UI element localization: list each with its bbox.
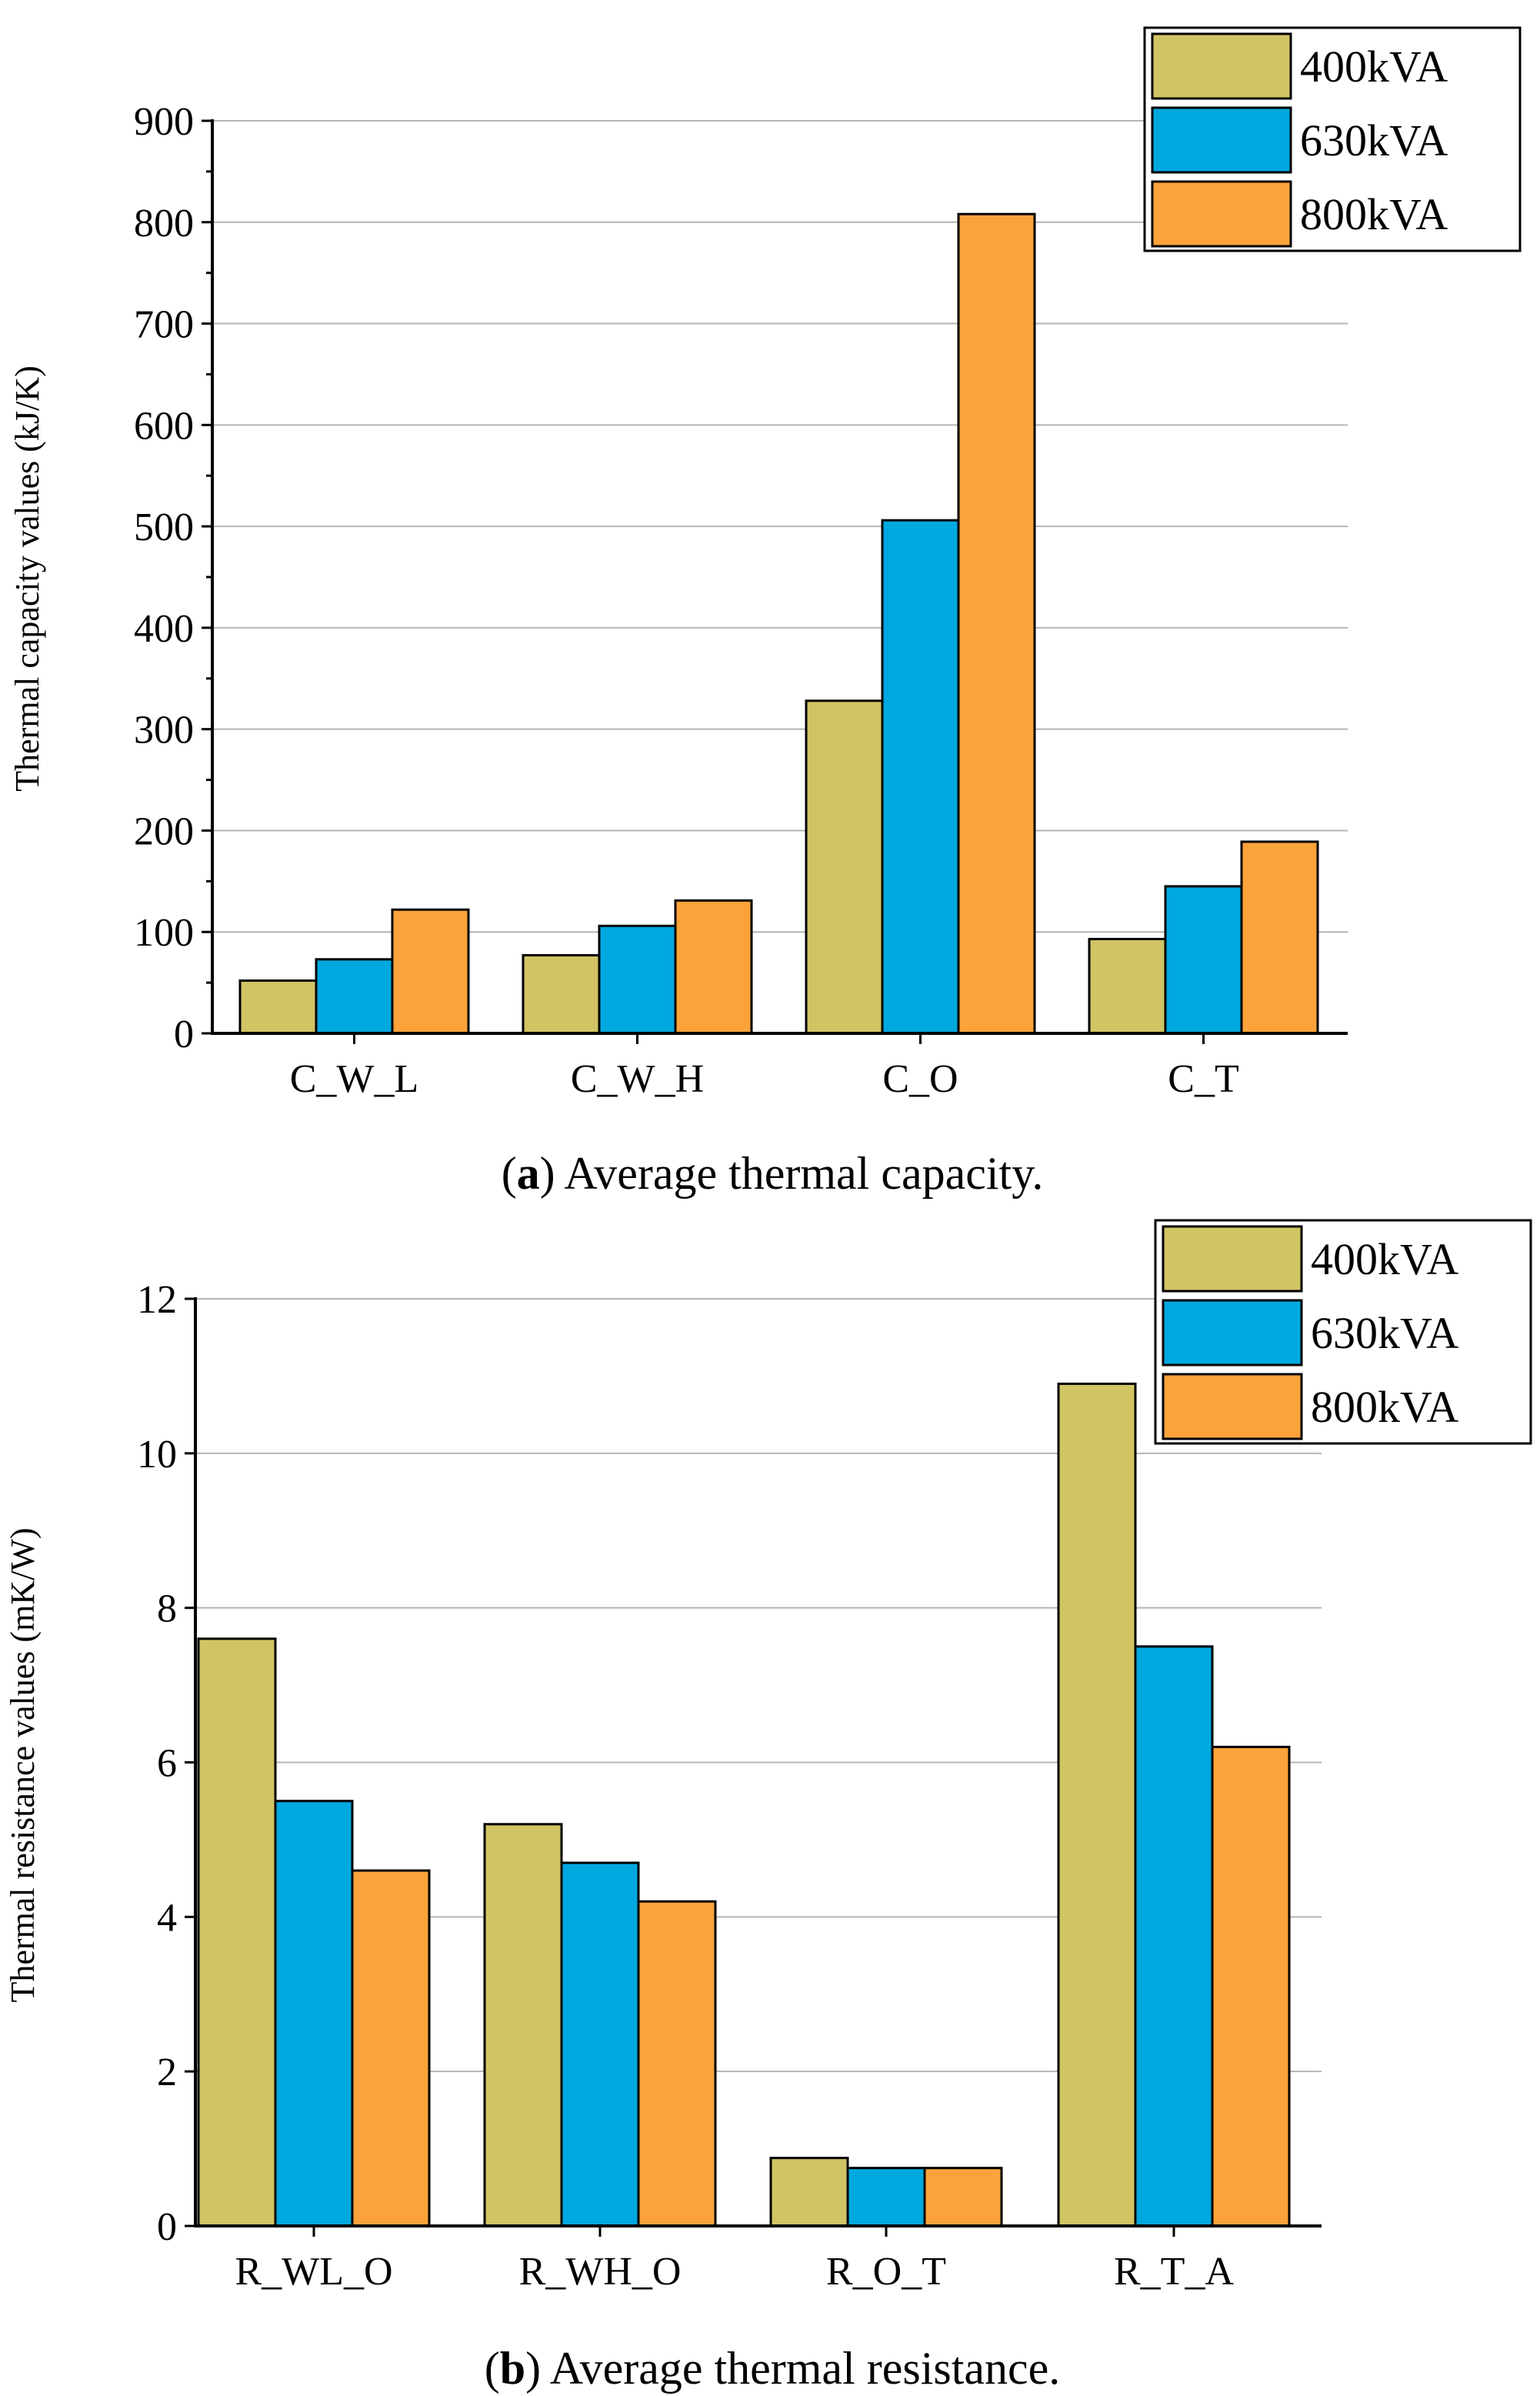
chart-b-caption-text: Average thermal resistance. bbox=[550, 2343, 1061, 2394]
bar-R_O_T-800kVA bbox=[923, 2167, 1003, 2227]
y-tick-label: 4 bbox=[157, 1896, 177, 1940]
bar-C_W_L-630kVA bbox=[315, 958, 394, 1035]
chart-b-bars bbox=[197, 1382, 1291, 2227]
bar-R_WL_O-800kVA bbox=[351, 1869, 431, 2227]
bar-R_WH_O-800kVA bbox=[637, 1900, 717, 2227]
bar-C_W_L-800kVA bbox=[391, 908, 470, 1035]
chart-a-caption-label: a bbox=[517, 1148, 540, 1199]
bar-C_T-400kVA bbox=[1088, 937, 1167, 1035]
bar-C_O-630kVA bbox=[881, 519, 960, 1035]
y-tick-label: 400 bbox=[134, 607, 194, 651]
chart-b-y-axis-label: Thermal resistance values (mK/W) bbox=[4, 1528, 42, 2003]
chart-a-y-axis-label: Thermal capacity values (kJ/K) bbox=[8, 365, 46, 791]
chart-a-caption: (a) Average thermal capacity. bbox=[502, 1148, 1044, 1199]
x-tick-label: C_T bbox=[1168, 1057, 1238, 1101]
bar-C_W_L-400kVA bbox=[238, 979, 318, 1035]
legend-swatch-400kVA bbox=[1162, 1225, 1303, 1293]
x-tick-label: C_W_L bbox=[290, 1057, 419, 1101]
x-tick-label: R_T_A bbox=[1114, 2250, 1234, 2294]
y-tick-label: 12 bbox=[137, 1278, 177, 1322]
legend-swatch-400kVA bbox=[1151, 32, 1292, 100]
chart-a-gridlines bbox=[212, 120, 1348, 933]
chart-b-axes bbox=[185, 1297, 1322, 2237]
chart-a-y-tick-labels: 0 100 200 300 400 500 600 700 800 900 bbox=[134, 100, 194, 1056]
legend-label-400kVA: 400kVA bbox=[1300, 42, 1448, 92]
x-tick-label: R_O_T bbox=[826, 2250, 946, 2294]
y-tick-label: 6 bbox=[157, 1742, 177, 1786]
chart-b-legend: 400kVA 630kVA 800kVA bbox=[1154, 1219, 1532, 1445]
x-tick-label: R_WL_O bbox=[235, 2250, 392, 2294]
legend-label-630kVA: 630kVA bbox=[1300, 115, 1448, 165]
x-tick-label: R_WH_O bbox=[519, 2250, 682, 2294]
legend-swatch-630kVA bbox=[1151, 106, 1292, 174]
bar-R_WL_O-630kVA bbox=[274, 1800, 354, 2227]
chart-a-legend: 400kVA 630kVA 800kVA bbox=[1143, 26, 1522, 252]
y-tick-label: 800 bbox=[134, 202, 194, 245]
x-tick-label: C_W_H bbox=[571, 1057, 704, 1101]
legend-swatch-800kVA bbox=[1151, 180, 1292, 248]
bar-C_W_H-800kVA bbox=[674, 899, 753, 1035]
legend-label-800kVA: 800kVA bbox=[1311, 1382, 1458, 1432]
chart-b-caption: (b) Average thermal resistance. bbox=[485, 2343, 1061, 2394]
bar-C_W_H-400kVA bbox=[522, 954, 601, 1035]
bar-C_T-630kVA bbox=[1164, 885, 1243, 1035]
legend-label-630kVA: 630kVA bbox=[1311, 1308, 1458, 1358]
chart-a-bars bbox=[238, 212, 1319, 1035]
y-tick-label: 600 bbox=[134, 404, 194, 448]
bar-R_O_T-400kVA bbox=[769, 2157, 849, 2227]
bar-R_O_T-630kVA bbox=[846, 2167, 926, 2227]
y-tick-label: 300 bbox=[134, 709, 194, 753]
y-tick-label: 100 bbox=[134, 911, 194, 955]
chart-b-caption-label: b bbox=[500, 2343, 525, 2394]
thermal-resistance-chart: 0 2 4 6 8 10 12 R_WL_O R_WH_O R_O_T R_T_A Thermal… bbox=[4, 1219, 1532, 2394]
legend-swatch-800kVA bbox=[1162, 1373, 1303, 1440]
bar-R_T_A-400kVA bbox=[1057, 1382, 1137, 2227]
chart-b-x-tick-labels: R_WL_O R_WH_O R_O_T R_T_A bbox=[235, 2250, 1234, 2294]
legend-label-800kVA: 800kVA bbox=[1300, 189, 1448, 239]
bar-C_O-800kVA bbox=[957, 212, 1036, 1035]
bar-R_T_A-800kVA bbox=[1211, 1745, 1291, 2227]
bar-C_W_H-630kVA bbox=[598, 924, 677, 1035]
y-tick-label: 700 bbox=[134, 303, 194, 347]
chart-b-y-tick-labels: 0 2 4 6 8 10 12 bbox=[137, 1278, 177, 2249]
legend-swatch-630kVA bbox=[1162, 1299, 1303, 1367]
y-tick-label: 10 bbox=[137, 1433, 177, 1477]
bar-C_O-400kVA bbox=[805, 699, 884, 1035]
y-tick-label: 8 bbox=[157, 1587, 177, 1631]
legend-label-400kVA: 400kVA bbox=[1311, 1234, 1458, 1284]
x-tick-label: C_O bbox=[882, 1057, 958, 1101]
bar-C_T-800kVA bbox=[1240, 840, 1319, 1035]
y-tick-label: 900 bbox=[134, 100, 194, 144]
bar-R_WL_O-400kVA bbox=[197, 1637, 277, 2227]
y-tick-label: 2 bbox=[157, 2051, 177, 2094]
chart-a-x-tick-labels: C_W_L C_W_H C_O C_T bbox=[290, 1057, 1239, 1101]
y-tick-label: 0 bbox=[174, 1013, 194, 1056]
chart-a-axes bbox=[202, 119, 1348, 1044]
bar-R_T_A-630kVA bbox=[1134, 1645, 1214, 2227]
y-tick-label: 200 bbox=[134, 809, 194, 853]
chart-a-caption-text: Average thermal capacity. bbox=[564, 1148, 1043, 1199]
bar-R_WH_O-400kVA bbox=[483, 1823, 563, 2227]
y-tick-label: 500 bbox=[134, 506, 194, 549]
y-tick-label: 0 bbox=[157, 2205, 177, 2249]
bar-R_WH_O-630kVA bbox=[560, 1861, 640, 2227]
